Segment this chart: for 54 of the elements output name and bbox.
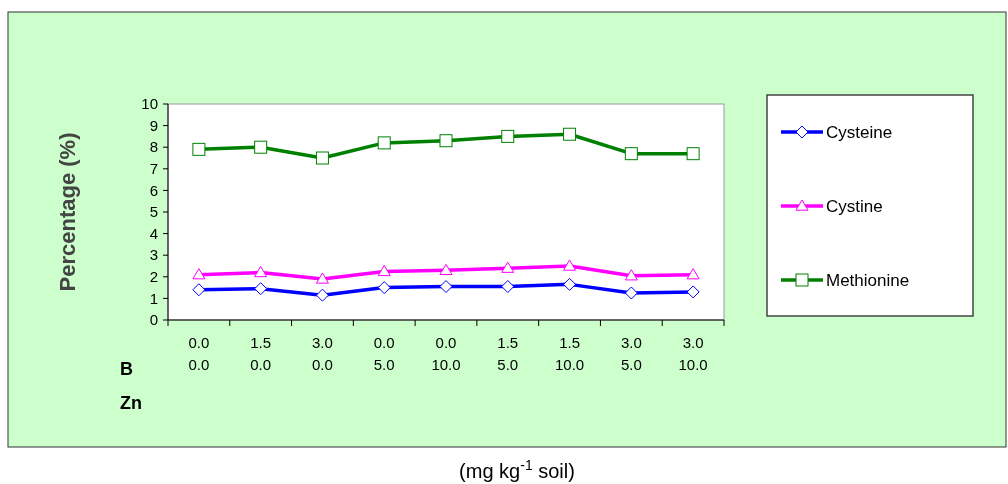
x-tick-label: 1.5 0.0 xyxy=(250,334,272,373)
point xyxy=(501,129,515,143)
point xyxy=(439,134,453,148)
point xyxy=(192,283,206,297)
y-tick-label: 6 xyxy=(149,181,158,199)
y-tick-label: 4 xyxy=(149,224,158,242)
point xyxy=(439,280,453,294)
point xyxy=(192,142,206,156)
x-tick-label: 3.0 0.0 xyxy=(312,334,333,373)
y-tick-label: 0 xyxy=(149,311,158,329)
y-axis-title: Percentage (%) xyxy=(55,132,80,292)
point xyxy=(192,268,206,280)
y-tick-label: 2 xyxy=(149,268,158,286)
legend-label: Cystine xyxy=(826,196,883,216)
y-tick-label: 7 xyxy=(149,160,158,178)
y-tick-label: 9 xyxy=(149,116,158,134)
text: B xyxy=(120,359,133,379)
x-tick-label: 0.0 10.0 xyxy=(431,334,461,373)
legend-label: Cysteine xyxy=(826,122,893,142)
text: Zn xyxy=(120,393,142,413)
point xyxy=(624,147,638,161)
y-tick-label: 8 xyxy=(149,138,158,156)
x-tick-label: 0.0 5.0 xyxy=(373,334,395,373)
legend-label: Methionine xyxy=(826,270,910,290)
x-tick-label: 3.0 10.0 xyxy=(678,334,708,373)
point xyxy=(563,277,577,291)
point xyxy=(377,136,391,150)
point xyxy=(254,282,268,296)
y-tick-label: 1 xyxy=(149,289,158,307)
point xyxy=(315,272,329,284)
point xyxy=(686,147,700,161)
point xyxy=(315,288,329,302)
point xyxy=(686,268,700,280)
point xyxy=(624,269,638,281)
point xyxy=(563,127,577,141)
y-tick-label: 10 xyxy=(141,95,158,113)
x-tick-label: 1.5 5.0 xyxy=(497,334,519,373)
point xyxy=(501,261,515,273)
y-tick-label: 5 xyxy=(149,203,158,221)
x-tick-label: 1.5 10.0 xyxy=(554,334,585,373)
point xyxy=(501,280,515,294)
point xyxy=(686,285,700,299)
point xyxy=(315,151,329,165)
x-tick-label: 0.0 0.0 xyxy=(188,334,210,373)
point xyxy=(254,265,268,278)
point xyxy=(563,259,577,271)
y-tick-label: 3 xyxy=(149,246,158,264)
point xyxy=(377,281,391,295)
x-tick-label: 3.0 5.0 xyxy=(620,334,642,373)
x-axis-title: (mg kg$^{-1}$ soil) xyxy=(459,457,575,482)
point xyxy=(377,264,391,277)
point xyxy=(254,140,268,154)
point xyxy=(439,263,453,276)
point xyxy=(624,286,638,300)
